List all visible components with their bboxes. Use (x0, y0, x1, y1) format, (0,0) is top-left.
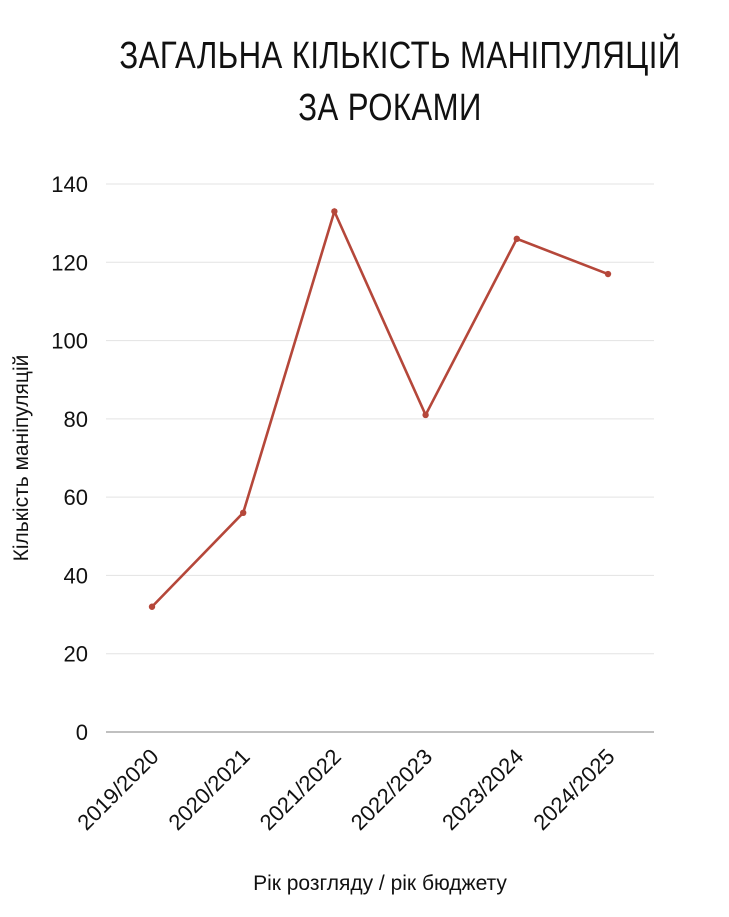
y-axis-title: Кількість маніпуляцій (10, 355, 33, 562)
y-tick-label: 40 (64, 563, 88, 588)
series-group (148, 207, 612, 610)
data-point (148, 603, 156, 610)
y-tick-label: 80 (64, 407, 88, 432)
data-point (422, 411, 429, 419)
data-point (604, 270, 612, 278)
data-point (240, 509, 247, 516)
data-point (513, 235, 520, 242)
x-axis-title: Рік розгляду / рік бюджету (253, 872, 507, 895)
x-tick-label: 2019/2020 (72, 744, 163, 835)
y-tick-label: 100 (51, 329, 88, 354)
chart-title-line-2: ЗА РОКАМИ (298, 87, 482, 129)
y-tick-label: 60 (64, 485, 88, 510)
y-tick-label: 120 (51, 250, 88, 275)
data-point (331, 208, 338, 215)
gridlines (106, 183, 654, 733)
y-tick-label: 140 (51, 172, 88, 197)
y-axis-ticks: 0 20 40 60 80 100 120 140 (51, 172, 88, 745)
y-tick-label: 20 (64, 642, 88, 667)
x-tick-label: 2021/2022 (255, 744, 346, 835)
chart-title: ЗАГАЛЬНА КІЛЬКІСТЬ МАНІПУЛЯЦІЙ ЗА РОКАМИ (119, 30, 681, 134)
y-tick-label: 0 (76, 720, 88, 745)
x-tick-label: 2024/2025 (528, 744, 619, 835)
x-tick-label: 2022/2023 (346, 744, 437, 835)
series-line (151, 207, 609, 608)
x-axis-ticks: 2019/2020 2020/2021 2021/2022 2022/2023 2023… (72, 744, 619, 835)
x-tick-label: 2023/2024 (437, 744, 528, 835)
x-tick-label: 2020/2021 (164, 744, 255, 835)
chart-title-line-1: ЗАГАЛЬНА КІЛЬКІСТЬ МАНІПУЛЯЦІЙ (119, 35, 681, 77)
